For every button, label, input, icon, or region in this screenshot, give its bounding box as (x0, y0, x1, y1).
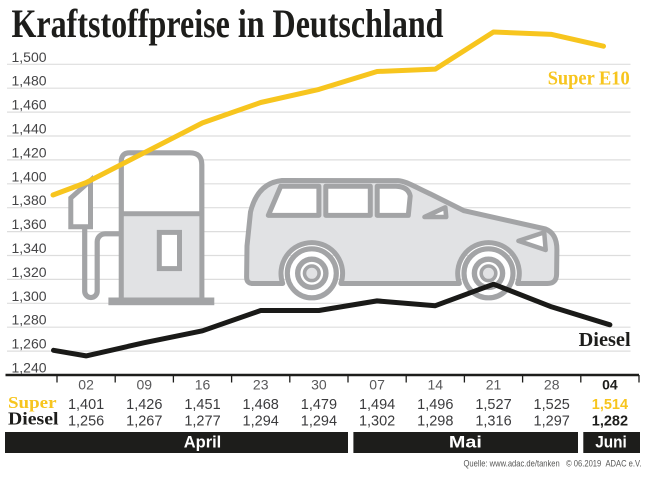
svg-text:Kraftstoffpreise in Deutschlan: Kraftstoffpreise in Deutschland (12, 1, 444, 46)
svg-text:1,420: 1,420 (12, 144, 47, 160)
svg-text:09: 09 (137, 377, 153, 393)
svg-text:14: 14 (428, 377, 444, 393)
svg-text:28: 28 (544, 377, 560, 393)
svg-text:16: 16 (195, 377, 211, 393)
svg-text:1,267: 1,267 (126, 414, 162, 430)
svg-text:1,500: 1,500 (12, 49, 47, 65)
svg-text:1,400: 1,400 (12, 168, 47, 184)
svg-text:1,380: 1,380 (12, 192, 47, 208)
svg-text:30: 30 (311, 377, 327, 393)
svg-text:1,297: 1,297 (534, 414, 570, 430)
svg-text:Diesel: Diesel (8, 409, 59, 429)
svg-text:04: 04 (602, 377, 618, 393)
svg-text:1,440: 1,440 (12, 121, 47, 137)
svg-text:1,514: 1,514 (592, 397, 628, 413)
svg-text:1,468: 1,468 (243, 397, 279, 413)
svg-text:Super: Super (8, 393, 57, 412)
svg-text:1,294: 1,294 (243, 414, 279, 430)
svg-text:1,256: 1,256 (68, 414, 104, 430)
svg-text:21: 21 (486, 377, 502, 393)
svg-text:1,479: 1,479 (301, 397, 337, 413)
svg-text:1,280: 1,280 (12, 312, 47, 328)
svg-text:1,294: 1,294 (301, 414, 337, 430)
svg-text:02: 02 (78, 377, 94, 393)
svg-text:1,320: 1,320 (12, 264, 47, 280)
svg-text:1,316: 1,316 (475, 414, 511, 430)
svg-text:1,401: 1,401 (68, 397, 104, 413)
svg-text:1,300: 1,300 (12, 288, 47, 304)
svg-text:1,240: 1,240 (12, 360, 47, 376)
svg-text:23: 23 (253, 377, 269, 393)
svg-text:1,480: 1,480 (12, 73, 47, 89)
svg-text:1,360: 1,360 (12, 216, 47, 232)
svg-text:1,302: 1,302 (359, 414, 395, 430)
svg-text:Mai: Mai (449, 434, 482, 452)
svg-text:April: April (184, 434, 222, 452)
svg-text:Juni: Juni (595, 434, 627, 452)
svg-text:1,496: 1,496 (417, 397, 453, 413)
svg-text:Super E10: Super E10 (548, 68, 630, 90)
svg-text:1,451: 1,451 (184, 397, 220, 413)
svg-text:1,298: 1,298 (417, 414, 453, 430)
svg-text:1,277: 1,277 (184, 414, 220, 430)
svg-text:1,460: 1,460 (12, 97, 47, 113)
svg-text:1,260: 1,260 (12, 336, 47, 352)
svg-text:1,282: 1,282 (592, 414, 628, 430)
svg-text:1,340: 1,340 (12, 240, 47, 256)
svg-text:Diesel: Diesel (579, 329, 631, 351)
svg-text:1,525: 1,525 (534, 397, 570, 413)
svg-text:Quelle: www.adac.de/tanken ©: Quelle: www.adac.de/tanken © 06.2019 ADA… (464, 459, 642, 470)
svg-text:1,494: 1,494 (359, 397, 395, 413)
svg-text:1,527: 1,527 (475, 397, 511, 413)
svg-text:07: 07 (369, 377, 385, 393)
svg-text:1,426: 1,426 (126, 397, 162, 413)
